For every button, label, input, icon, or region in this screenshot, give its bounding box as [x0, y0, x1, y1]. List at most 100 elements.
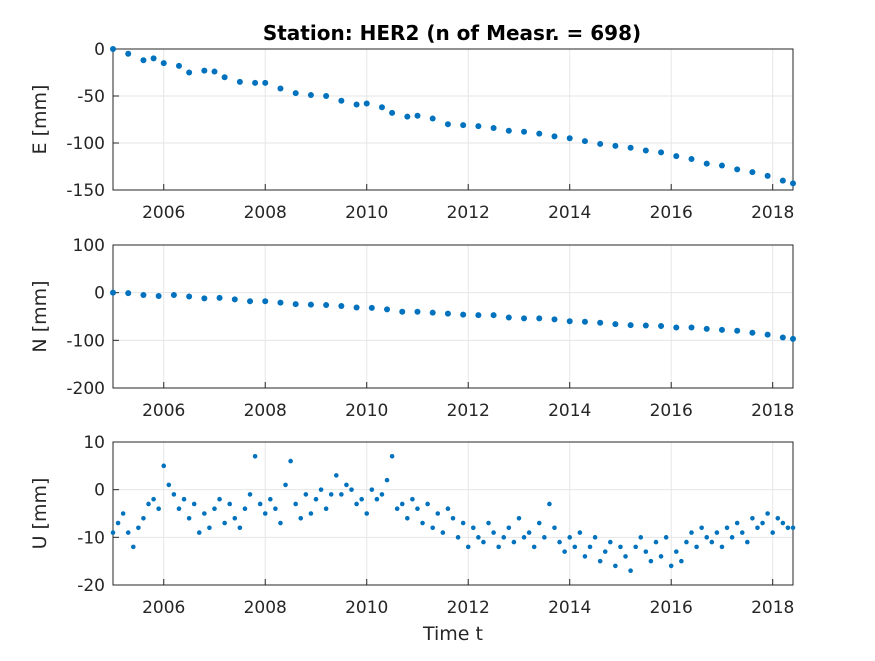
data-point	[150, 55, 157, 62]
data-point	[338, 303, 345, 310]
series-points	[110, 454, 796, 573]
data-point	[688, 324, 695, 331]
data-point	[369, 487, 375, 492]
data-point	[175, 62, 182, 69]
y-tick-label: -100	[66, 331, 105, 351]
x-tick-label: 2014	[548, 598, 591, 618]
data-point	[572, 544, 578, 550]
data-point	[714, 530, 720, 535]
data-point	[353, 304, 360, 311]
data-point	[729, 535, 735, 540]
data-point	[262, 511, 268, 516]
data-point	[719, 544, 725, 550]
data-point	[379, 492, 385, 497]
x-tick-label: 2016	[650, 598, 693, 618]
data-point	[450, 515, 456, 521]
y-tick-label: -50	[77, 87, 105, 107]
data-point	[668, 563, 674, 569]
data-point	[389, 109, 396, 116]
data-point	[339, 492, 344, 497]
data-point	[750, 515, 755, 521]
data-point	[718, 326, 725, 333]
y-tick-label: -100	[66, 134, 105, 154]
data-point	[303, 492, 309, 497]
data-point	[612, 142, 619, 149]
data-point	[470, 525, 476, 531]
data-point	[277, 299, 284, 306]
data-point	[718, 162, 725, 169]
data-point	[216, 294, 223, 301]
data-point	[247, 492, 253, 497]
data-point	[307, 301, 314, 308]
data-point	[755, 525, 760, 531]
subplot-1: 2006 2008 2010 2012 2014 2016 2018 0 -50 -100 -150…	[29, 40, 796, 223]
data-point	[405, 515, 410, 521]
y-tick-label: -150	[66, 181, 105, 201]
data-point	[663, 535, 669, 540]
data-point	[384, 306, 391, 313]
data-point	[110, 289, 116, 296]
data-point	[268, 496, 273, 502]
data-point	[262, 79, 269, 86]
data-point	[703, 160, 710, 167]
data-point	[764, 331, 771, 338]
data-point	[642, 147, 649, 154]
data-point	[333, 473, 339, 478]
data-point	[323, 302, 330, 309]
data-point	[389, 454, 395, 459]
data-point	[597, 319, 604, 326]
data-point	[252, 454, 258, 459]
data-point	[496, 544, 501, 550]
data-point	[689, 530, 694, 535]
data-point	[110, 46, 116, 52]
data-point	[749, 169, 756, 176]
data-point	[211, 68, 218, 75]
data-point	[308, 511, 314, 516]
subplot-3: 2006 2008 2010 2012 2014 2016 2018 10 0 -10 -20 U […	[29, 433, 796, 645]
data-point	[688, 155, 695, 162]
y-axis-label: E [mm]	[29, 85, 51, 155]
y-axis-label: N [mm]	[29, 280, 51, 352]
data-point	[460, 311, 467, 318]
data-point	[415, 506, 420, 512]
data-point	[643, 549, 649, 554]
data-point	[780, 520, 786, 526]
subplot-2: 2006 2008 2010 2012 2014 2016 2018 100 0 -100 -200…	[29, 236, 796, 421]
data-point	[201, 67, 208, 74]
data-point	[642, 322, 649, 329]
data-point	[130, 544, 136, 550]
data-point	[394, 506, 400, 512]
axes-box	[112, 244, 794, 389]
y-tick-label: 0	[94, 481, 105, 501]
data-point	[115, 520, 121, 526]
data-point	[516, 515, 522, 521]
data-point	[536, 520, 542, 526]
data-point	[490, 124, 497, 131]
data-point	[779, 334, 786, 341]
data-point	[779, 177, 786, 184]
data-point	[627, 144, 634, 151]
data-point	[166, 482, 172, 488]
data-point	[217, 496, 222, 502]
data-point	[349, 487, 354, 492]
data-point	[613, 563, 618, 569]
data-point	[231, 296, 238, 303]
data-point	[125, 50, 132, 57]
x-tick-label: 2016	[650, 401, 693, 421]
data-point	[202, 511, 207, 516]
data-point	[273, 506, 278, 512]
x-tick-label: 2018	[751, 401, 794, 421]
data-point	[161, 463, 167, 469]
data-point	[196, 530, 202, 535]
x-tick-label: 2018	[751, 203, 794, 223]
data-point	[141, 515, 146, 521]
y-tick-label: 0	[94, 284, 105, 304]
data-point	[186, 293, 193, 300]
x-tick-label: 2012	[447, 401, 490, 421]
data-point	[506, 525, 512, 531]
data-point	[765, 511, 770, 516]
data-point	[420, 520, 425, 526]
data-point	[368, 304, 375, 311]
data-point	[120, 511, 126, 516]
data-point	[156, 506, 161, 512]
